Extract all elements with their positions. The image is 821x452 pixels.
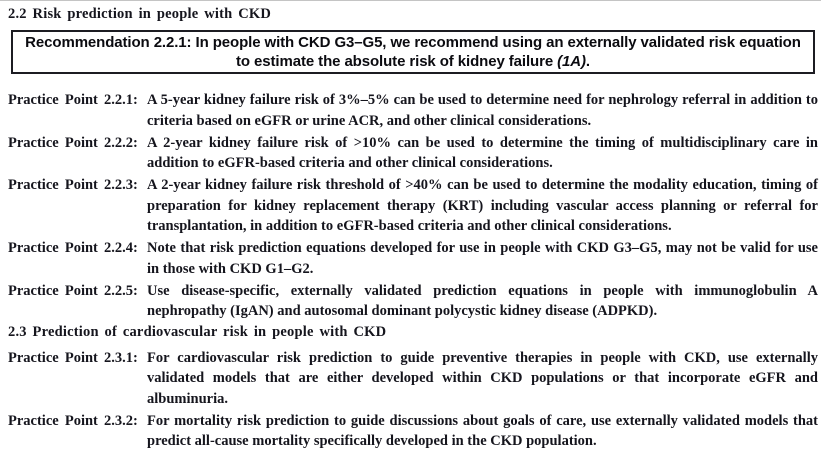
practice-point-body: A 2-year kidney failure risk of >10% can… xyxy=(147,134,818,172)
practice-point-2-2-5: Practice Point 2.2.5: Use disease-specif… xyxy=(8,281,818,322)
practice-point-label: Practice Point 2.2.1: xyxy=(8,92,138,108)
practice-point-label: Practice Point 2.2.5: xyxy=(8,282,138,299)
recommendation-suffix: . xyxy=(585,53,590,70)
practice-point-label: Practice Point 2.2.2: xyxy=(8,134,138,151)
top-divider-rule xyxy=(0,0,821,1)
practice-point-2-2-1: Practice Point 2.2.1: A 5-year kidney fa… xyxy=(8,90,818,131)
practice-point-body: A 2-year kidney failure risk threshold o… xyxy=(147,177,818,234)
practice-point-2-2-4: Practice Point 2.2.4: Note that risk pre… xyxy=(8,238,818,279)
recommendation-text: Recommendation 2.2.1: In people with CKD… xyxy=(21,33,805,71)
practice-point-label: Practice Point 2.2.3: xyxy=(8,177,138,193)
practice-point-2-3-2: Practice Point 2.3.2: For mortality risk… xyxy=(8,411,818,452)
practice-point-label: Practice Point 2.2.4: xyxy=(8,240,138,256)
recommendation-statement: Recommendation 2.2.1: In people with CKD… xyxy=(25,34,801,70)
recommendation-box: Recommendation 2.2.1: In people with CKD… xyxy=(11,30,815,74)
practice-point-2-2-2: Practice Point 2.2.2: A 2-year kidney fa… xyxy=(8,133,818,174)
practice-point-label: Practice Point 2.3.2: xyxy=(8,412,138,429)
recommendation-grade: (1A) xyxy=(557,53,586,70)
practice-point-body: Note that risk prediction equations deve… xyxy=(147,240,818,277)
practice-points-section-2-2: Practice Point 2.2.1: A 5-year kidney fa… xyxy=(0,90,821,452)
practice-point-body: A 5-year kidney failure risk of 3%–5% ca… xyxy=(147,92,818,129)
practice-point-label: Practice Point 2.3.1: xyxy=(8,349,138,366)
section-heading-2-3: 2.3 Prediction of cardiovascular risk in… xyxy=(8,323,387,340)
practice-point-body: For cardiovascular risk prediction to gu… xyxy=(147,349,818,407)
practice-point-2-3-1: Practice Point 2.3.1: For cardiovascular… xyxy=(8,348,818,410)
practice-point-2-2-3: Practice Point 2.2.3: A 2-year kidney fa… xyxy=(8,175,818,237)
practice-point-body: For mortality risk prediction to guide d… xyxy=(147,412,818,450)
section-heading-2-2: 2.2 Risk prediction in people with CKD xyxy=(8,6,272,22)
practice-point-body: Use disease-specific, externally validat… xyxy=(147,282,818,320)
